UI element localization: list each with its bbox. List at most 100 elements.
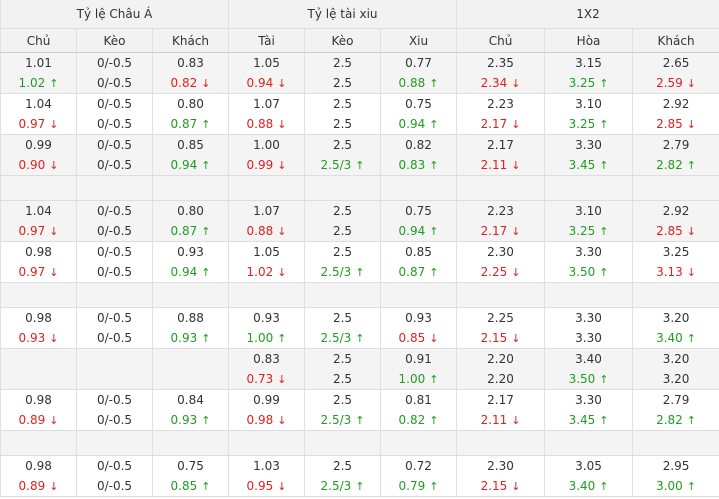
arrow-up-icon <box>201 480 210 493</box>
odds-row: 0.980.930/-0.50/-0.50.880.930.931.002.52… <box>0 307 719 349</box>
current-value: 0.94 <box>154 262 228 282</box>
col-over: Tài <box>228 28 306 53</box>
arrow-up-icon <box>687 480 696 493</box>
opening-value: 0.84 <box>154 390 228 410</box>
col-total-line: Kèo <box>304 28 382 53</box>
current-value: 0.87 <box>154 114 228 134</box>
odds-value: 0/-0.5 <box>96 331 133 345</box>
separator-cell <box>0 282 77 308</box>
separator-cell <box>632 175 719 201</box>
opening-value: 1.00 <box>230 135 304 155</box>
arrow-up-icon <box>599 159 608 172</box>
odds-row: 1.040.970/-0.50/-0.50.800.871.070.882.52… <box>0 93 719 135</box>
odds-value: 2.5 <box>332 352 353 366</box>
odds-cell: 1.04 0.97 <box>0 93 77 135</box>
arrow-down-icon <box>277 414 286 427</box>
odds-value: 2.65 <box>662 56 690 70</box>
current-value: 2.5 <box>306 114 380 134</box>
separator-cell <box>76 282 153 308</box>
odds-value: 0.89 <box>18 479 46 493</box>
odds-value: 1.07 <box>253 204 280 218</box>
current-value: 0.79 <box>382 476 456 496</box>
current-value: 0.88 <box>230 221 304 241</box>
current-value: 1.02 <box>230 262 304 282</box>
arrow-up-icon <box>355 414 364 427</box>
odds-cell: 3.20 3.20 <box>632 348 719 390</box>
opening-value: 0/-0.5 <box>78 242 152 262</box>
arrow-up-icon <box>355 332 364 345</box>
current-value: 0.94 <box>154 155 228 175</box>
current-value: 2.5/3 <box>306 262 380 282</box>
opening-value: 0.93 <box>230 308 304 328</box>
opening-value: 3.25 <box>634 242 719 262</box>
odds-value: 2.20 <box>487 352 514 366</box>
separator-cell <box>456 282 546 308</box>
odds-value: 0/-0.5 <box>96 479 133 493</box>
opening-value: 0.83 <box>154 53 228 73</box>
opening-value: 0.83 <box>230 349 304 369</box>
odds-cell: 0.83 0.82 <box>151 52 230 94</box>
odds-value: 2.5/3 <box>320 413 352 427</box>
odds-row: 0.980.890/-0.50/-0.50.750.851.030.952.52… <box>0 455 719 497</box>
arrow-up-icon <box>49 77 58 90</box>
odds-cell: 0.84 0.93 <box>151 389 230 431</box>
current-value: 2.5 <box>306 369 380 389</box>
opening-value: 2.30 <box>458 456 544 476</box>
opening-value: 1.03 <box>230 456 304 476</box>
opening-value: 0/-0.5 <box>78 94 152 114</box>
current-value: 2.20 <box>458 369 544 389</box>
current-value: 2.15 <box>458 328 544 348</box>
opening-value: 3.30 <box>546 135 632 155</box>
arrow-down-icon <box>687 118 696 131</box>
current-value: 3.25 <box>546 114 632 134</box>
current-value: 2.11 <box>458 410 544 430</box>
odds-value: 3.30 <box>575 393 602 407</box>
odds-cell: 2.92 2.85 <box>632 200 719 242</box>
odds-value: 0.85 <box>398 331 426 345</box>
opening-value: 2.5 <box>306 135 380 155</box>
odds-value: 0.75 <box>177 459 204 473</box>
opening-value: 2.17 <box>458 390 544 410</box>
current-value: 2.5/3 <box>306 410 380 430</box>
opening-value: 1.07 <box>230 94 304 114</box>
arrow-up-icon <box>599 480 608 493</box>
odds-value: 0.89 <box>18 413 46 427</box>
odds-row: 0.990.900/-0.50/-0.50.850.941.000.992.52… <box>0 134 719 176</box>
odds-value: 0.93 <box>253 311 280 325</box>
current-value: 1.00 <box>382 369 456 389</box>
current-value: 0/-0.5 <box>78 221 152 241</box>
odds-cell: 2.25 2.15 <box>456 307 546 349</box>
current-value: 2.15 <box>458 476 544 496</box>
arrow-down-icon <box>49 266 58 279</box>
current-value <box>154 369 228 389</box>
odds-value: 0.93 <box>177 245 204 259</box>
odds-cell: 2.23 2.17 <box>456 93 546 135</box>
current-value: 2.17 <box>458 114 544 134</box>
odds-value: 0.93 <box>405 311 432 325</box>
odds-cell: 2.17 2.11 <box>456 134 546 176</box>
current-value: 0.85 <box>154 476 228 496</box>
opening-value: 2.65 <box>634 53 719 73</box>
current-value: 0.87 <box>382 262 456 282</box>
odds-value: 0.84 <box>177 393 204 407</box>
odds-value: 2.5 <box>332 76 353 90</box>
odds-cell: 0.85 0.87 <box>380 241 458 283</box>
opening-value: 0.85 <box>154 135 228 155</box>
odds-value: 0/-0.5 <box>96 97 133 111</box>
separator-cell <box>151 282 230 308</box>
odds-value: 1.00 <box>253 138 280 152</box>
odds-cell: 3.05 3.40 <box>544 455 634 497</box>
odds-cell: 0.99 0.90 <box>0 134 77 176</box>
odds-value: 0.73 <box>246 372 274 386</box>
opening-value: 3.05 <box>546 456 632 476</box>
opening-value: 2.30 <box>458 242 544 262</box>
odds-cell: 3.30 3.45 <box>544 134 634 176</box>
current-value: 0.97 <box>2 114 76 134</box>
odds-cell: 2.30 2.15 <box>456 455 546 497</box>
separator-cell <box>456 430 546 456</box>
odds-value: 0.98 <box>25 311 52 325</box>
odds-value: 0.87 <box>398 265 426 279</box>
odds-value: 2.79 <box>662 393 690 407</box>
current-value: 0/-0.5 <box>78 155 152 175</box>
odds-cell: 1.07 0.88 <box>228 93 306 135</box>
